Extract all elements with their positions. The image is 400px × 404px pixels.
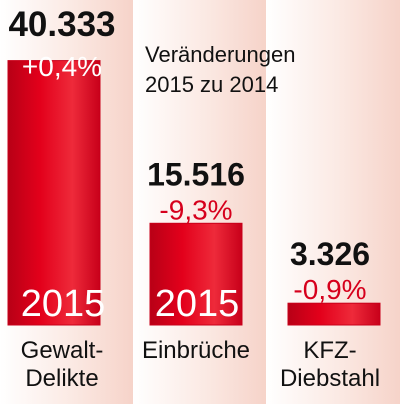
chart-subtitle: Veränderungen 2015 zu 2014 [145,42,295,97]
labels-layer: 40.333 +0,4% 2015 Gewalt-Delikte 15.516-9,3%… [8,5,380,392]
category-label-3-line-1: KFZ- [303,337,356,364]
panel-bg-3 [266,0,400,404]
category-label-3-line-2: Diebstahl [280,365,380,392]
panel-bg-2 [133,0,266,404]
bars-layer [7,60,381,326]
change-label-2: -9,3% [159,194,232,225]
change-label-3: -0,9% [293,274,366,305]
bar-year-label-1: 2015 [21,283,106,325]
subtitle-line-1: Veränderungen [145,42,295,67]
bar-year-label-2: 2015 [155,283,240,325]
bar-3 [287,302,381,326]
bar-1 [7,60,101,326]
value-label-3: 3.326 [290,236,370,272]
category-label-1-line-2: Delikte [25,365,98,392]
subtitle-line-2: 2015 zu 2014 [145,72,278,97]
change-label-1: +0,4% [22,51,102,82]
bar-2 [149,222,243,326]
category-label-2-line-1: Einbrüche [142,337,250,364]
category-label-1-line-1: Gewalt- [21,337,104,364]
value-label-1: 40.333 [8,5,115,44]
value-label-2: 15.516 [147,156,245,192]
